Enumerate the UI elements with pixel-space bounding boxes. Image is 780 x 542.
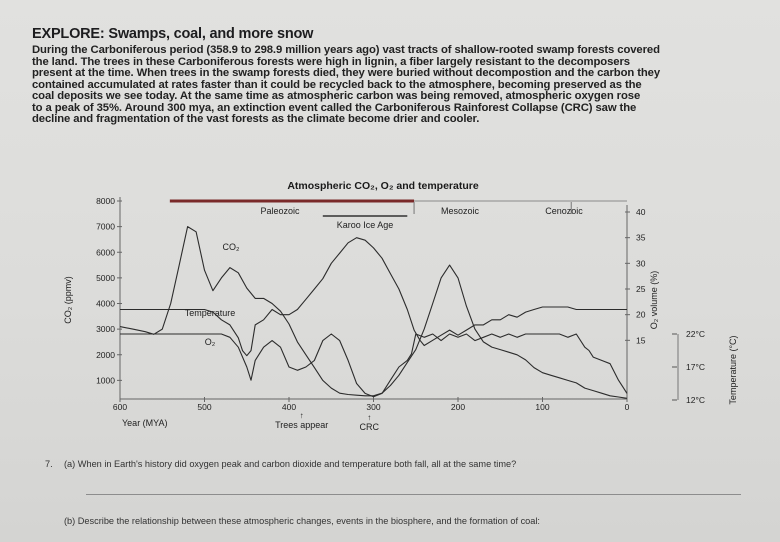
y-left-tick-label: 6000 — [96, 247, 115, 257]
era-label: Mesozoic — [441, 206, 480, 216]
y-left-tick-label: 3000 — [96, 324, 115, 334]
chart-title: Atmospheric CO₂, O₂ and temperature — [287, 180, 479, 192]
x-tick-label: 500 — [197, 402, 211, 412]
y-left-axis-label: CO₂ (ppmv) — [63, 276, 73, 324]
intro-line: contained accumulated at rates faster th… — [32, 78, 642, 91]
y-left-tick-label: 4000 — [96, 299, 115, 309]
series-annotation: CO₂ — [223, 242, 241, 252]
y-left-tick-label: 5000 — [96, 273, 115, 283]
temp-axis-label: Temperature (°C) — [728, 335, 738, 404]
y-right-tick-label: 20 — [636, 310, 646, 320]
intro-line: present at the time. When trees in the s… — [32, 67, 661, 79]
x-tick-label: 300 — [366, 402, 380, 412]
y-right-tick-label: 25 — [636, 284, 646, 294]
y-left-tick-label: 8000 — [96, 196, 115, 206]
o2-line — [120, 237, 627, 357]
y-right-tick-label: 35 — [636, 233, 646, 243]
x-tick-label: 200 — [451, 402, 465, 412]
y-left-tick-label: 2000 — [96, 350, 115, 360]
crc-label: CRC — [360, 422, 380, 432]
y-right-tick-label: 30 — [636, 258, 646, 268]
ice-age-label: Karoo Ice Age — [337, 220, 394, 230]
y-left-tick-label: 1000 — [96, 375, 115, 385]
era-label: Paleozoic — [260, 206, 300, 216]
intro-line: During the Carboniferous period (358.9 t… — [32, 44, 660, 56]
y-right-axis-label: O₂ volume (%) — [649, 271, 659, 330]
x-tick-label: 600 — [113, 402, 127, 412]
era-label: Cenozoic — [545, 206, 583, 216]
series-annotation: O₂ — [205, 337, 216, 347]
x-axis-label: Year (MYA) — [122, 418, 168, 428]
temp-tick-label: 12°C — [686, 395, 705, 405]
y-right-tick-label: 15 — [636, 335, 646, 345]
temp-tick-label: 17°C — [686, 362, 705, 372]
intro-line: the land. The trees in these Carbonifero… — [32, 55, 630, 68]
y-left-tick-label: 7000 — [96, 222, 115, 232]
intro-line: decline and fragmentation of the vast fo… — [32, 113, 480, 125]
temperature-line — [120, 333, 628, 398]
section-heading: EXPLORE: Swamps, coal, and more snow — [32, 26, 314, 42]
x-tick-label: 400 — [282, 402, 296, 412]
era-band-paleozoic — [169, 199, 415, 203]
question-7a: (a) When in Earth's history did oxygen p… — [64, 459, 517, 469]
trees-arrow: ↑ — [300, 411, 304, 420]
intro-line: coal deposits we see today. At the same … — [32, 90, 641, 102]
crc-arrow: ↑ — [367, 413, 371, 422]
temp-tick-label: 22°C — [686, 329, 705, 339]
y-right-tick-label: 40 — [636, 207, 646, 217]
series-annotation: Temperature — [185, 308, 236, 318]
intro-line: to a peak of 35%. Around 300 mya, an ext… — [32, 101, 637, 114]
trees-appear-label: Trees appear — [275, 420, 328, 430]
question-7b: (b) Describe the relationship between th… — [64, 516, 540, 526]
x-tick-label: 100 — [535, 402, 549, 412]
intro-paragraph: During the Carboniferous period (358.9 t… — [32, 44, 767, 126]
question-number: 7. — [45, 459, 53, 469]
x-tick-label: 0 — [625, 402, 630, 412]
answer-line — [86, 494, 741, 495]
